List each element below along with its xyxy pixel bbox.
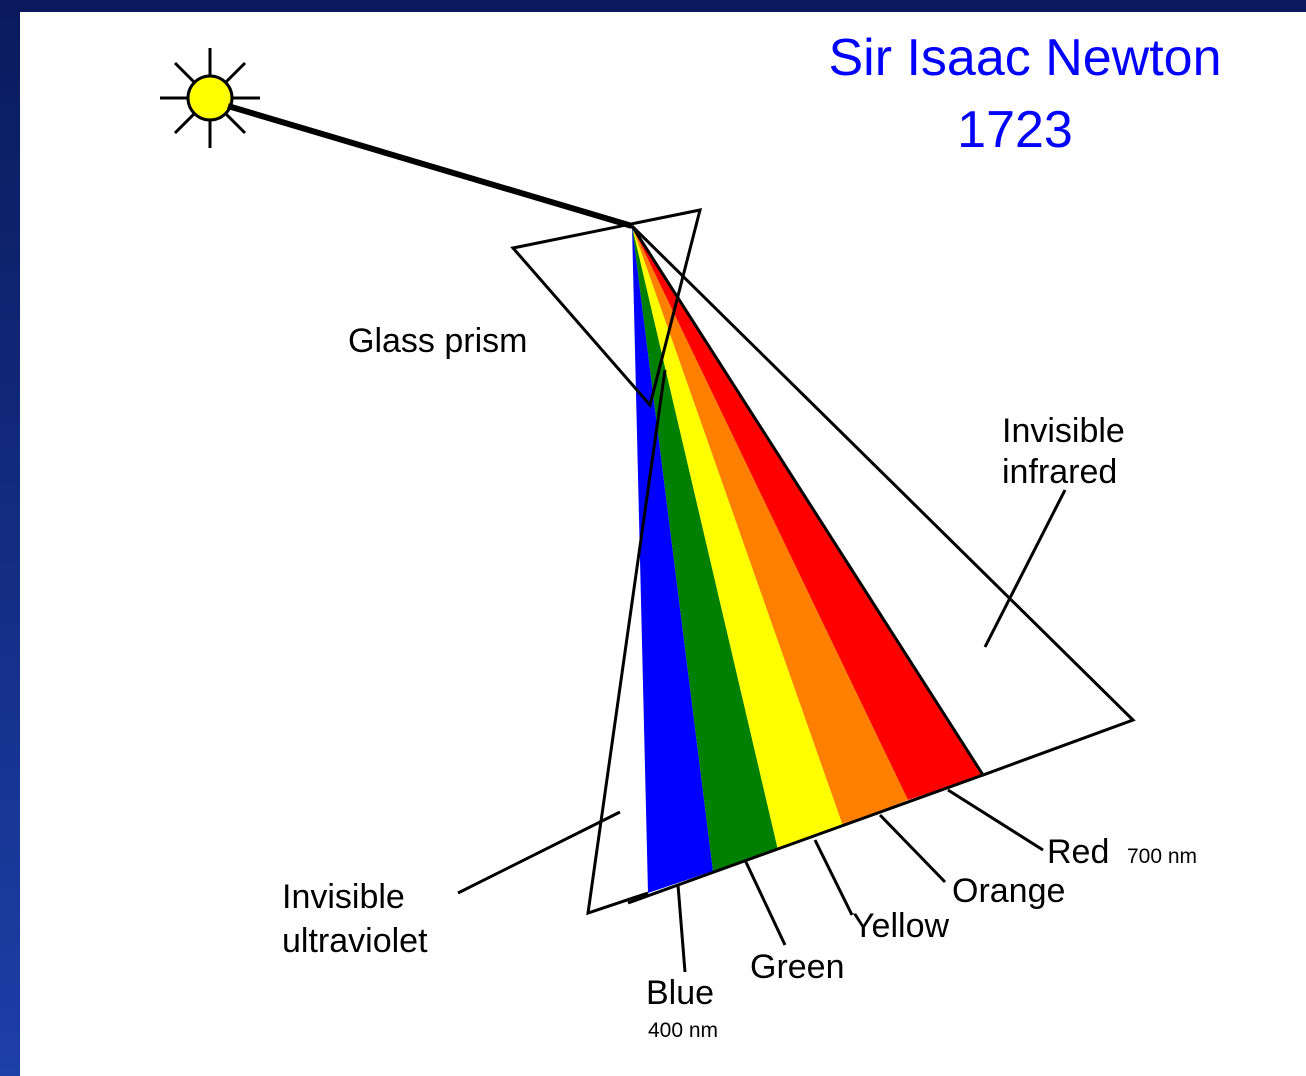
- orange-band: [632, 226, 908, 826]
- wavelength-label: 400 nm: [648, 1019, 718, 1042]
- label: Invisible: [282, 878, 405, 916]
- sun: [160, 48, 260, 148]
- label: infrared: [1002, 453, 1117, 491]
- screen-line: [627, 773, 984, 905]
- glass-prism: [510, 208, 703, 409]
- title: Sir Isaac Newton: [828, 29, 1221, 87]
- light-beam: [227, 103, 633, 229]
- label: Orange: [952, 872, 1065, 910]
- label: Invisible: [1002, 412, 1125, 450]
- label: Blue: [646, 974, 714, 1012]
- yellow-band: [632, 226, 843, 850]
- green-band: [632, 226, 778, 871]
- spectrum: [632, 226, 983, 893]
- wavelength-label: 700 nm: [1127, 845, 1197, 868]
- title: 1723: [957, 101, 1073, 159]
- ultraviolet-region: [586, 369, 667, 916]
- leader-lines: [457, 489, 1067, 973]
- label: Red: [1047, 833, 1109, 871]
- infrared-region: [630, 224, 1136, 777]
- label: Green: [750, 948, 845, 986]
- label: Yellow: [852, 907, 949, 945]
- label: ultraviolet: [282, 922, 428, 960]
- red-band: [632, 226, 983, 800]
- label: Glass prism: [348, 322, 527, 360]
